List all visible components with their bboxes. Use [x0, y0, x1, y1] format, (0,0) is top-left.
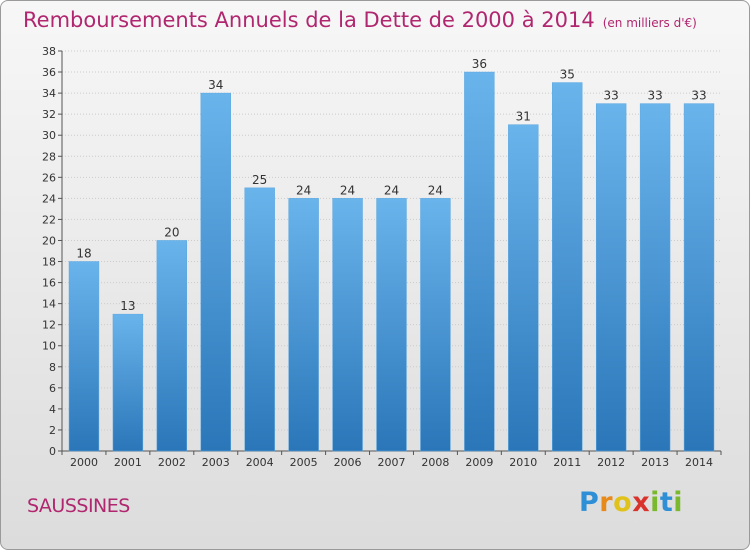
- bar-2011: [552, 82, 583, 452]
- chart-title: Remboursements Annuels de la Dette de 20…: [23, 8, 697, 32]
- proxiti-logo[interactable]: Proxiti: [579, 487, 683, 518]
- value-label-2007: 24: [384, 183, 399, 197]
- y-tick-label: 36: [42, 66, 56, 79]
- y-tick-label: 28: [42, 150, 56, 163]
- x-tick-label: 2006: [334, 456, 362, 469]
- y-tick-label: 32: [42, 108, 56, 121]
- value-label-2011: 35: [560, 68, 575, 82]
- value-label-2014: 33: [691, 89, 706, 103]
- logo-letter: i: [673, 487, 684, 518]
- labels: 0246810121416182022242628303234363818200…: [42, 45, 713, 469]
- x-tick-label: 2004: [246, 456, 274, 469]
- value-label-2005: 24: [296, 183, 311, 197]
- y-tick-label: 0: [49, 445, 56, 458]
- y-tick-label: 4: [49, 403, 56, 416]
- value-label-2009: 36: [472, 57, 487, 71]
- y-tick-label: 38: [42, 45, 56, 58]
- bar-2012: [595, 103, 627, 452]
- y-tick-label: 18: [42, 256, 56, 269]
- bar-2009: [464, 71, 495, 452]
- bar-2013: [639, 103, 671, 452]
- value-label-2006: 24: [340, 183, 355, 197]
- bar-2001: [112, 313, 144, 452]
- logo-letter: o: [613, 487, 633, 518]
- y-tick-label: 20: [42, 234, 56, 247]
- x-tick-label: 2005: [290, 456, 318, 469]
- bar-2008: [420, 198, 451, 452]
- y-tick-label: 8: [49, 361, 56, 374]
- chart-subtitle: (en milliers d'€): [602, 16, 697, 30]
- bar-2003: [200, 92, 231, 452]
- value-label-2012: 33: [604, 89, 619, 103]
- bar-2006: [332, 198, 363, 452]
- y-tick-label: 6: [49, 382, 56, 395]
- y-tick-label: 12: [42, 319, 56, 332]
- bar-2005: [288, 198, 319, 452]
- x-tick-label: 2000: [70, 456, 98, 469]
- x-tick-label: 2011: [553, 456, 581, 469]
- value-label-2004: 25: [252, 173, 267, 187]
- y-tick-label: 26: [42, 171, 56, 184]
- x-tick-label: 2010: [509, 456, 537, 469]
- city-name: SAUSSINES: [27, 495, 130, 517]
- bar-2007: [376, 198, 407, 452]
- bar-2002: [156, 240, 188, 452]
- logo-letter: i: [650, 487, 660, 518]
- logo-letter: t: [659, 487, 674, 518]
- x-tick-label: 2003: [202, 456, 230, 469]
- y-tick-label: 2: [49, 424, 56, 437]
- value-label-2002: 20: [164, 225, 179, 239]
- x-tick-label: 2013: [641, 456, 669, 469]
- x-tick-label: 2007: [378, 456, 406, 469]
- bar-2014: [683, 103, 715, 452]
- value-label-2000: 18: [76, 247, 91, 261]
- logo-letter: P: [579, 487, 600, 518]
- y-tick-label: 16: [42, 277, 56, 290]
- value-label-2003: 34: [208, 78, 223, 92]
- value-label-2001: 13: [120, 299, 135, 313]
- y-tick-label: 30: [42, 129, 56, 142]
- x-tick-label: 2014: [685, 456, 713, 469]
- logo-letter: r: [599, 487, 614, 518]
- x-tick-label: 2008: [421, 456, 449, 469]
- y-tick-label: 22: [42, 213, 56, 226]
- y-tick-label: 24: [42, 192, 56, 205]
- logo-letter: x: [632, 487, 651, 518]
- y-tick-label: 34: [42, 87, 56, 100]
- value-label-2013: 33: [647, 89, 662, 103]
- value-label-2008: 24: [428, 183, 443, 197]
- x-tick-label: 2012: [597, 456, 625, 469]
- y-tick-label: 10: [42, 340, 56, 353]
- bars: [68, 71, 715, 452]
- x-tick-label: 2009: [465, 456, 493, 469]
- bar-2010: [508, 124, 539, 452]
- x-tick-label: 2001: [114, 456, 142, 469]
- bar-2004: [244, 187, 275, 452]
- y-tick-label: 14: [42, 298, 56, 311]
- x-tick-label: 2002: [158, 456, 186, 469]
- bar-2000: [68, 261, 100, 452]
- chart-title-text: Remboursements Annuels de la Dette de 20…: [23, 8, 595, 32]
- value-label-2010: 31: [516, 110, 531, 124]
